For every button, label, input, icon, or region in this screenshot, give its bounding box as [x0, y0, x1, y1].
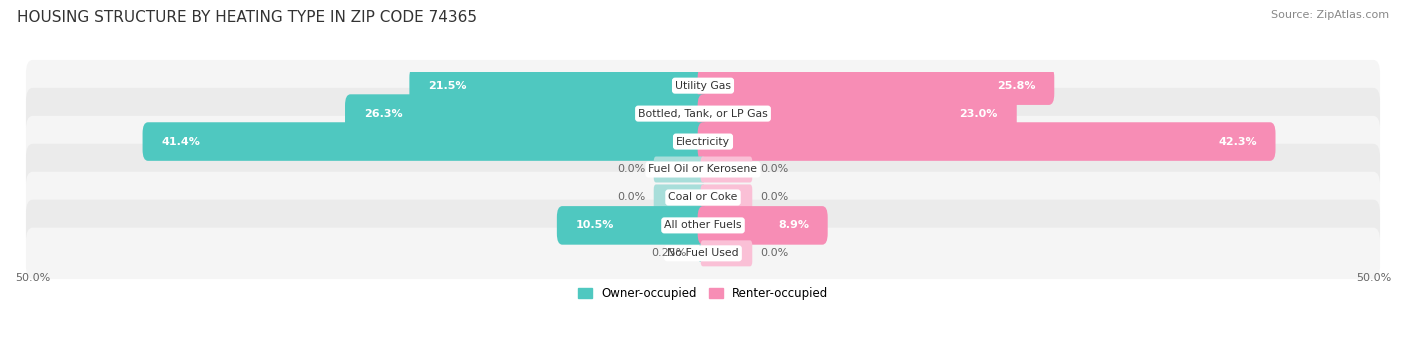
Text: Source: ZipAtlas.com: Source: ZipAtlas.com — [1271, 10, 1389, 20]
FancyBboxPatch shape — [25, 200, 1381, 251]
FancyBboxPatch shape — [25, 60, 1381, 112]
Text: 0.0%: 0.0% — [761, 164, 789, 175]
FancyBboxPatch shape — [700, 240, 752, 266]
FancyBboxPatch shape — [699, 245, 703, 262]
FancyBboxPatch shape — [700, 157, 752, 182]
Text: No Fuel Used: No Fuel Used — [668, 248, 738, 258]
Text: All other Fuels: All other Fuels — [664, 220, 742, 231]
Text: Coal or Coke: Coal or Coke — [668, 192, 738, 203]
FancyBboxPatch shape — [25, 228, 1381, 279]
FancyBboxPatch shape — [409, 66, 709, 105]
Text: 8.9%: 8.9% — [778, 220, 808, 231]
Text: 25.8%: 25.8% — [997, 81, 1035, 91]
FancyBboxPatch shape — [557, 206, 709, 245]
FancyBboxPatch shape — [25, 116, 1381, 167]
FancyBboxPatch shape — [697, 122, 1275, 161]
Legend: Owner-occupied, Renter-occupied: Owner-occupied, Renter-occupied — [572, 282, 834, 305]
FancyBboxPatch shape — [25, 144, 1381, 195]
Text: 21.5%: 21.5% — [429, 81, 467, 91]
Text: 0.0%: 0.0% — [761, 248, 789, 258]
Text: Electricity: Electricity — [676, 136, 730, 147]
Text: 41.4%: 41.4% — [162, 136, 200, 147]
Text: Fuel Oil or Kerosene: Fuel Oil or Kerosene — [648, 164, 758, 175]
FancyBboxPatch shape — [344, 94, 709, 133]
Text: 0.0%: 0.0% — [617, 192, 645, 203]
FancyBboxPatch shape — [654, 184, 706, 210]
FancyBboxPatch shape — [25, 172, 1381, 223]
FancyBboxPatch shape — [697, 206, 828, 245]
Text: 10.5%: 10.5% — [575, 220, 614, 231]
Text: HOUSING STRUCTURE BY HEATING TYPE IN ZIP CODE 74365: HOUSING STRUCTURE BY HEATING TYPE IN ZIP… — [17, 10, 477, 25]
FancyBboxPatch shape — [697, 66, 1054, 105]
Text: 23.0%: 23.0% — [959, 108, 998, 119]
FancyBboxPatch shape — [697, 94, 1017, 133]
Text: 0.0%: 0.0% — [617, 164, 645, 175]
FancyBboxPatch shape — [142, 122, 709, 161]
Text: 42.3%: 42.3% — [1218, 136, 1257, 147]
FancyBboxPatch shape — [654, 157, 706, 182]
Text: 0.25%: 0.25% — [651, 248, 686, 258]
Text: 26.3%: 26.3% — [364, 108, 402, 119]
Text: Utility Gas: Utility Gas — [675, 81, 731, 91]
Text: Bottled, Tank, or LP Gas: Bottled, Tank, or LP Gas — [638, 108, 768, 119]
FancyBboxPatch shape — [25, 88, 1381, 139]
Text: 0.0%: 0.0% — [761, 192, 789, 203]
FancyBboxPatch shape — [700, 184, 752, 210]
